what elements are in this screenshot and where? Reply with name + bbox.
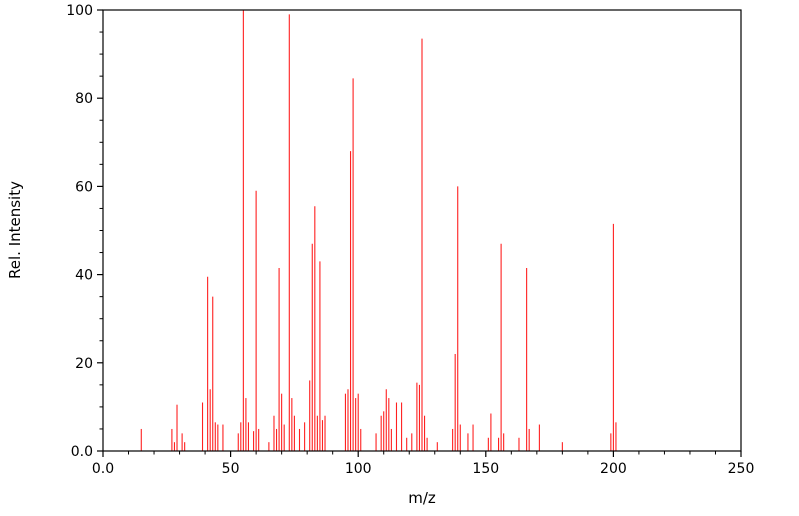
y-tick-label: 80 (75, 91, 93, 107)
axes-group (97, 9, 742, 457)
x-tick-label: 200 (600, 461, 627, 477)
y-tick-label: 60 (75, 179, 93, 195)
x-tick-label: 0.0 (92, 461, 114, 477)
y-tick-label: 20 (75, 356, 93, 372)
x-tick-label: 100 (345, 461, 372, 477)
y-tick-label: 40 (75, 268, 93, 284)
tick-labels-group: 0.0 50 100 150 200 250 0.0 20 40 60 80 100 (66, 3, 754, 477)
y-tick-label: 0.0 (71, 444, 93, 460)
x-tick-label: 150 (472, 461, 499, 477)
y-axis-label: Rel. Intensity (6, 181, 24, 279)
x-tick-label: 50 (222, 461, 240, 477)
peaks-group (140, 10, 617, 451)
x-axis-label: m/z (408, 489, 436, 507)
x-tick-label: 250 (728, 461, 755, 477)
y-tick-label: 100 (66, 3, 93, 19)
